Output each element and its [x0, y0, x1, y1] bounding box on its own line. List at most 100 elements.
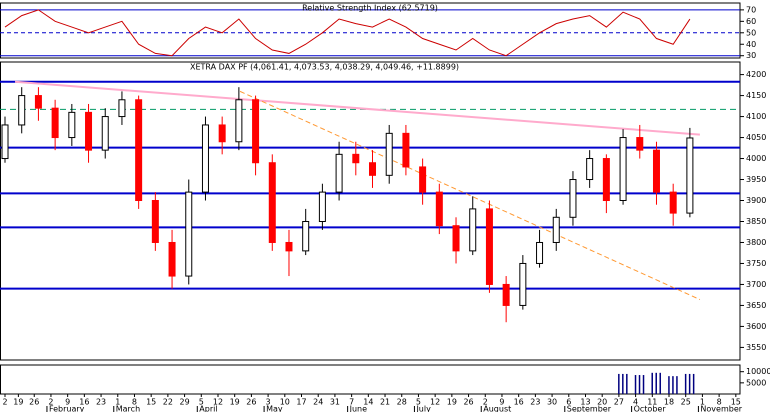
candle-body [369, 162, 377, 176]
volume-bar [668, 376, 670, 394]
y-tick-label: 50 [746, 28, 756, 37]
y-tick-label: 30 [746, 51, 756, 60]
x-tick-label: 8 [132, 398, 137, 407]
y-tick-label: 4000 [746, 154, 766, 163]
x-tick-label: 22 [163, 398, 173, 407]
volume-bar [622, 373, 624, 394]
x-tick-label: 23 [96, 398, 106, 407]
candle-body [652, 149, 660, 193]
candle-body [218, 124, 226, 143]
x-tick-label: 1 [700, 398, 705, 407]
month-label: July [415, 405, 431, 412]
volume-bar [684, 373, 687, 394]
candle-body [402, 132, 410, 168]
candle-body [151, 200, 159, 243]
x-tick-label: 28 [397, 398, 407, 407]
y-tick-label: 3750 [746, 259, 766, 268]
x-tick-label: 24 [313, 398, 323, 407]
panel-frame [0, 61, 741, 361]
y-tick-label: 10000 [746, 367, 770, 376]
volume-bar [638, 375, 641, 394]
candle-body [452, 225, 460, 252]
candle-body [385, 132, 393, 176]
x-tick-label: 5 [416, 398, 421, 407]
month-label: May [266, 405, 283, 412]
x-tick-label: 19 [447, 398, 457, 407]
candle-body [586, 158, 594, 181]
x-tick-label: 4 [633, 398, 638, 407]
y-tick-label: 3700 [746, 280, 766, 289]
x-tick-label: 8 [717, 398, 722, 407]
x-tick-label: 27 [614, 398, 624, 407]
candle-body [118, 99, 126, 118]
y-tick-label: 4150 [746, 91, 766, 100]
volume-bar [634, 375, 637, 394]
y-tick-label: 3650 [746, 301, 766, 310]
y-tick-label: 4200 [746, 70, 766, 79]
x-tick-label: 29 [179, 398, 189, 407]
panel-frame [0, 364, 741, 395]
x-tick-label: 3 [266, 398, 271, 407]
y-tick-label: 5000 [746, 378, 766, 387]
y-tick-label: 60 [746, 17, 756, 26]
candle-body [536, 241, 544, 264]
x-tick-label: 9 [499, 398, 504, 407]
candle-body [51, 107, 59, 139]
candle-body [669, 191, 677, 214]
x-tick-label: 18 [664, 398, 674, 407]
volume-bar [642, 375, 645, 394]
x-tick-label: 20 [597, 398, 607, 407]
x-tick-label: 19 [13, 398, 23, 407]
y-tick-label: 4050 [746, 133, 766, 142]
candle-body [135, 99, 143, 202]
x-tick-label: 17 [296, 398, 306, 407]
x-tick-label: 26 [463, 398, 473, 407]
month-label: April [199, 405, 217, 412]
candle-body [201, 124, 209, 193]
x-tick-label: 15 [146, 398, 156, 407]
candle-body [34, 95, 42, 109]
x-tick-label: 12 [430, 398, 440, 407]
y-tick-label: 3850 [746, 217, 766, 226]
candle-body [1, 124, 9, 160]
volume-bar [672, 376, 674, 394]
candle-body [85, 111, 93, 151]
candle-body [252, 99, 260, 164]
x-tick-label: 16 [79, 398, 89, 407]
trend-line [239, 90, 701, 301]
candle-body [18, 95, 26, 126]
candle-body [168, 241, 176, 277]
y-tick-label: 70 [746, 5, 756, 14]
x-tick-label: 12 [213, 398, 223, 407]
y-tick-label: 3950 [746, 175, 766, 184]
candle-body [636, 137, 644, 151]
candle-body [318, 191, 326, 222]
x-tick-label: 7 [349, 398, 354, 407]
candle-body [435, 191, 443, 227]
candle-body [602, 158, 610, 202]
candle-body [101, 116, 109, 151]
candle-body [502, 283, 510, 306]
volume-bar [618, 373, 620, 394]
month-label: February [49, 405, 85, 412]
candle-body [285, 241, 293, 252]
x-tick-label: 19 [230, 398, 240, 407]
y-tick-label: 40 [746, 40, 756, 49]
volume-bar [688, 373, 691, 394]
y-tick-label: 3800 [746, 238, 766, 247]
candle-body [619, 137, 627, 202]
month-label: September [567, 405, 612, 412]
candle-body [352, 153, 360, 164]
candle-body [185, 191, 193, 277]
x-tick-label: 10 [280, 398, 290, 407]
x-tick-label: 6 [566, 398, 571, 407]
x-tick-label: 15 [731, 398, 741, 407]
y-tick-label: 3550 [746, 343, 766, 352]
rsi-line [4, 9, 691, 57]
x-tick-label: 2 [2, 398, 7, 407]
y-tick-label: 4100 [746, 112, 766, 121]
x-tick-label: 5 [199, 398, 204, 407]
x-tick-label: 31 [330, 398, 340, 407]
month-label: March [116, 405, 140, 412]
x-tick-label: 2 [483, 398, 488, 407]
